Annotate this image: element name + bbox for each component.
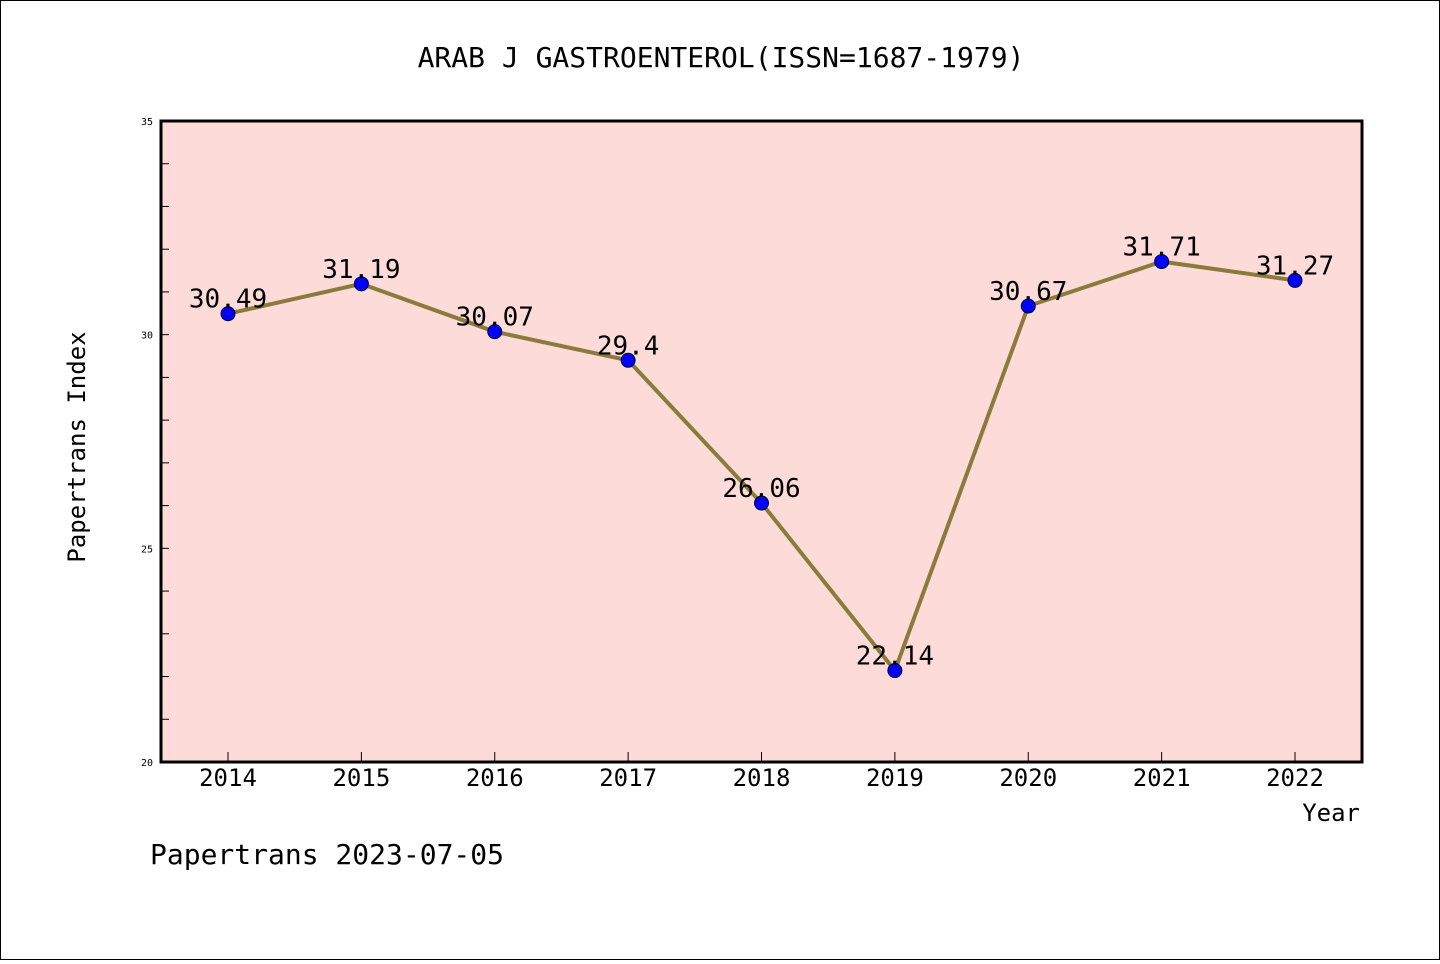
x-tick-label: 2021: [1133, 764, 1191, 792]
data-label: 26.06: [722, 474, 800, 504]
data-point: [620, 352, 636, 368]
data-point: [887, 663, 903, 679]
data-point: [353, 276, 369, 292]
data-label: 31.71: [1122, 233, 1200, 263]
data-label: 31.19: [322, 255, 400, 285]
y-axis-ticks: 20 25 30 35: [141, 117, 169, 769]
data-labels: 30.49 31.19 30.07 29.4 26.06 22.14 30.67 31.71 3…: [189, 233, 1334, 672]
data-point: [1154, 254, 1170, 270]
x-tick-label: 2022: [1266, 764, 1324, 792]
x-tick-label: 2018: [733, 764, 791, 792]
data-label: 29.4: [597, 331, 660, 361]
y-tick-label: 30: [141, 331, 153, 342]
data-point: [487, 324, 503, 340]
x-tick-label: 2016: [466, 764, 524, 792]
y-tick-label: 35: [141, 117, 153, 128]
data-label: 31.27: [1256, 251, 1334, 281]
data-label: 30.49: [189, 285, 267, 315]
data-point: [1287, 272, 1303, 288]
data-markers: [220, 254, 1303, 679]
x-axis-ticks: 2014 2015 2016 2017 2018 2019 2020 2021 2022: [199, 752, 1324, 792]
x-tick-label: 2014: [199, 764, 257, 792]
y-axis-label: Papertrans Index: [63, 331, 91, 562]
data-label: 30.07: [456, 303, 534, 333]
x-tick-label: 2020: [999, 764, 1057, 792]
data-label: 22.14: [856, 642, 934, 672]
x-tick-label: 2019: [866, 764, 924, 792]
chart-title: ARAB J GASTROENTEROL(ISSN=1687-1979): [418, 41, 1025, 74]
data-point: [1020, 298, 1036, 314]
x-tick-label: 2017: [599, 764, 657, 792]
x-tick-label: 2015: [332, 764, 390, 792]
y-tick-label: 20: [141, 758, 153, 769]
y-tick-label: 25: [141, 544, 153, 555]
data-point: [220, 306, 236, 322]
footer-text: Papertrans 2023-07-05: [150, 838, 504, 871]
plot-area: [159, 119, 1364, 764]
data-label: 30.67: [989, 277, 1067, 307]
x-axis-label: Year: [1302, 799, 1360, 827]
data-point: [754, 495, 769, 511]
